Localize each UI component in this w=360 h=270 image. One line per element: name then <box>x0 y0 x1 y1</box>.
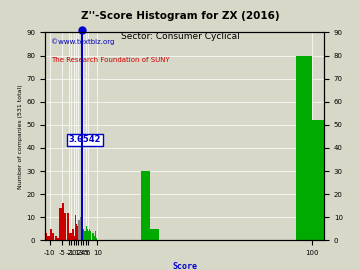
Bar <box>150 229 159 240</box>
Bar <box>71 233 72 240</box>
Bar <box>72 229 73 240</box>
Bar <box>74 236 75 240</box>
Bar <box>88 231 89 240</box>
Bar <box>45 233 47 240</box>
Bar <box>83 229 84 240</box>
Bar <box>75 215 76 240</box>
Text: ©www.textbiz.org: ©www.textbiz.org <box>50 39 114 45</box>
Bar <box>57 238 59 240</box>
Bar <box>95 231 96 240</box>
Bar <box>50 229 52 240</box>
Bar <box>87 229 88 240</box>
Bar <box>90 231 91 240</box>
Bar <box>62 203 64 240</box>
Bar <box>70 236 71 240</box>
Bar <box>91 233 93 240</box>
Text: The Research Foundation of SUNY: The Research Foundation of SUNY <box>50 57 169 63</box>
Bar <box>78 220 80 240</box>
Bar <box>94 236 95 240</box>
Bar <box>96 238 98 240</box>
Bar <box>86 227 87 240</box>
Bar <box>81 220 82 240</box>
Bar <box>64 212 66 240</box>
Bar <box>89 229 90 240</box>
Y-axis label: Number of companies (531 total): Number of companies (531 total) <box>18 84 23 189</box>
Bar <box>296 56 312 240</box>
Bar <box>82 220 83 240</box>
Bar <box>48 236 50 240</box>
Bar <box>77 227 78 240</box>
Bar <box>59 208 62 240</box>
Bar <box>69 233 71 240</box>
Bar <box>93 233 94 240</box>
Text: Sector: Consumer Cyclical: Sector: Consumer Cyclical <box>121 32 239 41</box>
Bar <box>76 224 77 240</box>
Bar <box>67 212 69 240</box>
Bar <box>312 120 324 240</box>
X-axis label: Score: Score <box>172 262 197 270</box>
Bar <box>84 231 86 240</box>
Text: 3.6542: 3.6542 <box>68 135 101 144</box>
Text: Z''-Score Histogram for ZX (2016): Z''-Score Histogram for ZX (2016) <box>81 11 279 21</box>
Bar <box>80 217 81 240</box>
Bar <box>141 171 150 240</box>
Bar <box>55 236 57 240</box>
Bar <box>52 233 54 240</box>
